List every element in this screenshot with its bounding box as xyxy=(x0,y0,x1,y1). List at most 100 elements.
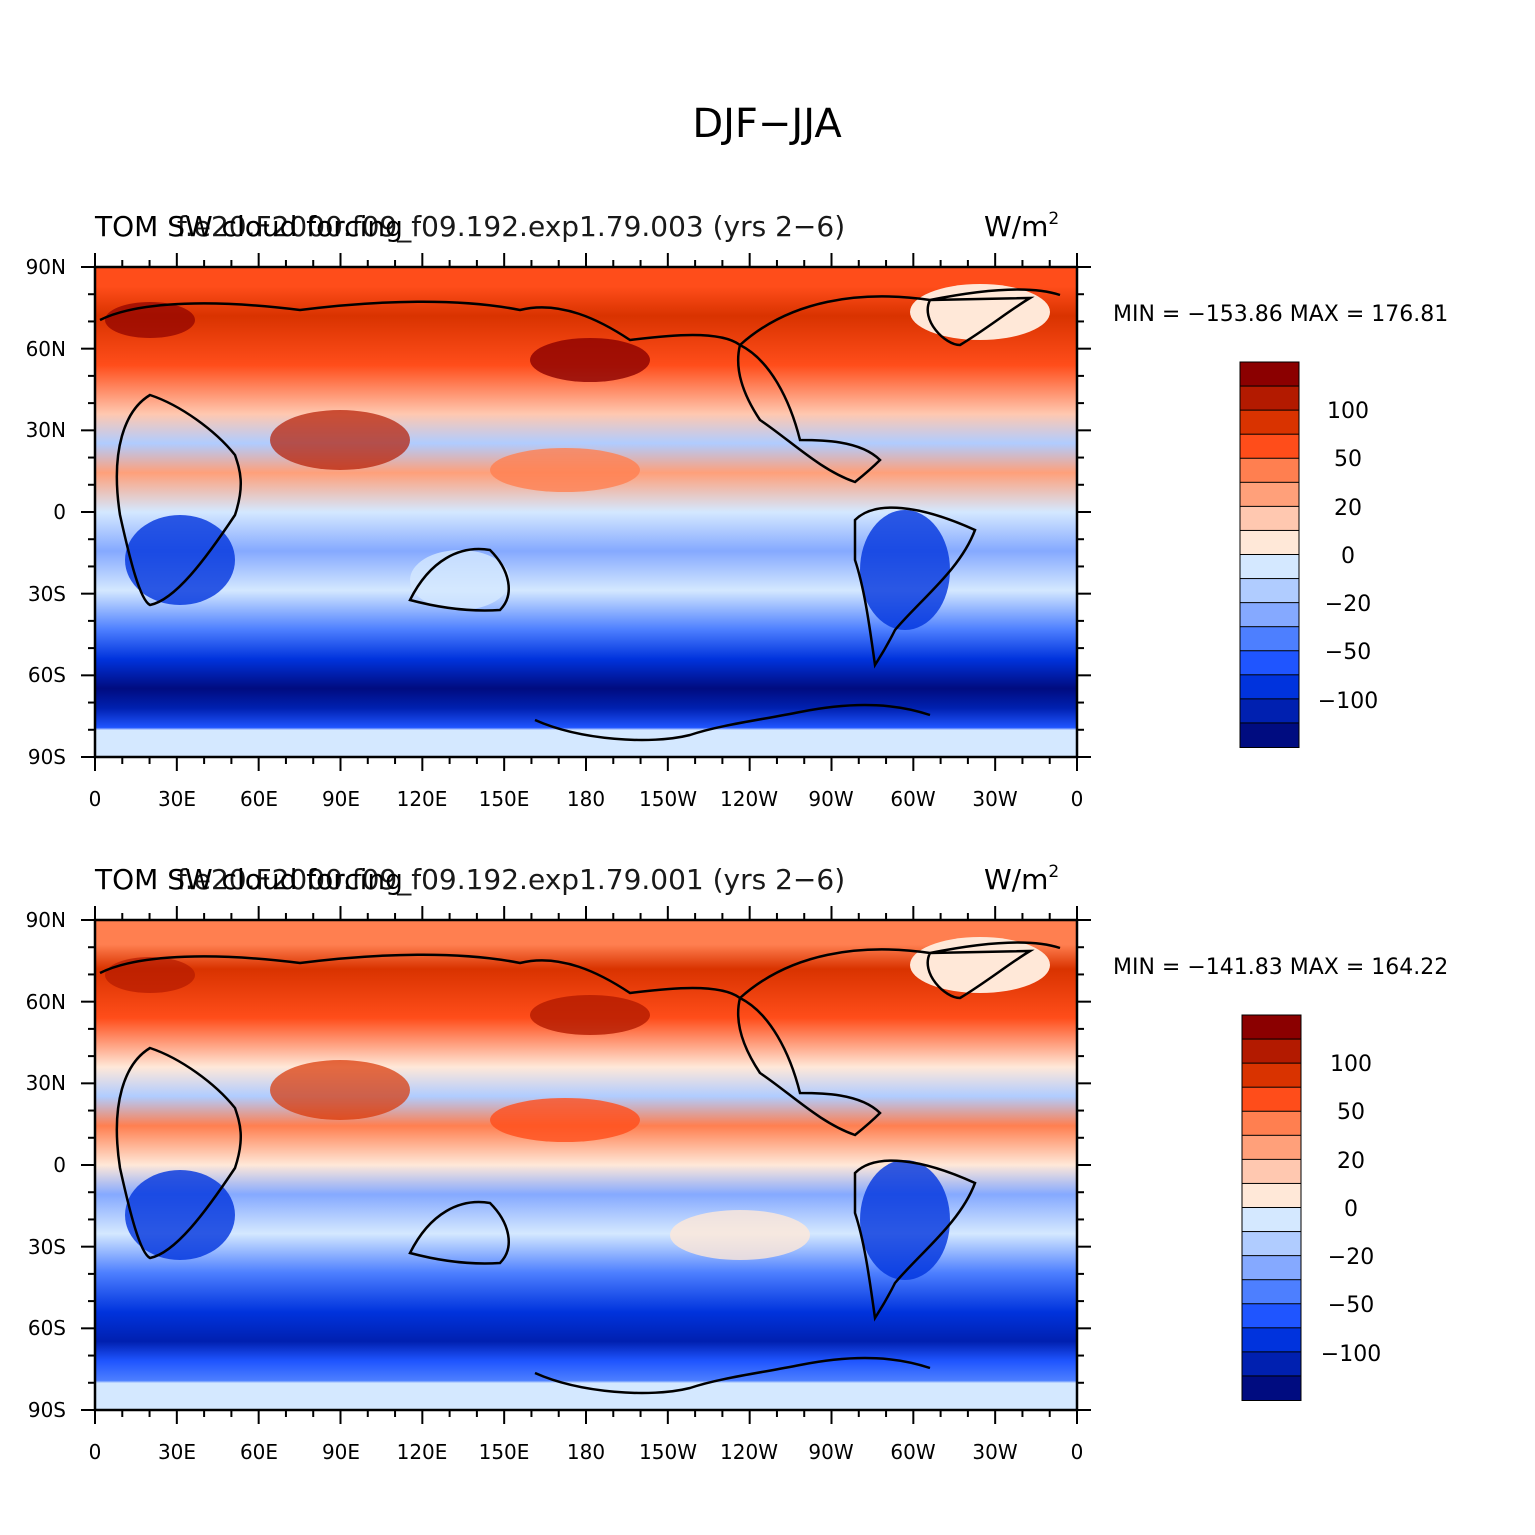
lon-label: 30E xyxy=(158,1440,196,1464)
colorbar-swatch xyxy=(1241,1182,1302,1209)
panel-1-lat-labels: 90N 60N 30N 0 30S 60S 90S xyxy=(26,255,66,769)
panel-2-left-title: TOM SW cloud forcing xyxy=(94,863,403,896)
lat-label: 60S xyxy=(28,663,66,687)
panel-2-feature xyxy=(490,1098,640,1142)
colorbar-swatch xyxy=(1241,1062,1302,1089)
colorbar-swatch xyxy=(1239,578,1300,604)
panel-1-feature xyxy=(125,515,235,605)
panel-1-colorbar xyxy=(1239,361,1300,748)
colorbar-swatch xyxy=(1239,409,1300,436)
panel-1: TOM SW cloud forcing f.e20.F2000.f09_f09… xyxy=(26,209,1449,811)
panel-2-feature xyxy=(270,1060,410,1120)
lat-label: 30S xyxy=(28,1235,66,1259)
colorbar-swatch xyxy=(1239,674,1300,700)
colorbar-label: −20 xyxy=(1325,592,1371,617)
lat-label: 30S xyxy=(28,582,66,606)
lon-label: 150E xyxy=(479,1440,530,1464)
colorbar-swatch xyxy=(1241,1303,1302,1329)
lon-label: 120E xyxy=(397,1440,448,1464)
panel-2-minmax: MIN = −141.83 MAX = 164.22 xyxy=(1113,955,1448,980)
colorbar-swatch xyxy=(1241,1110,1302,1137)
lat-label: 0 xyxy=(53,1153,66,1177)
colorbar-label: 100 xyxy=(1330,1052,1372,1077)
colorbar-swatch xyxy=(1239,722,1300,748)
panel-2-units-sup: 2 xyxy=(1048,862,1059,882)
colorbar-swatch xyxy=(1241,1086,1302,1113)
panel-1-feature xyxy=(530,338,650,382)
panel-2-feature xyxy=(125,1170,235,1260)
panel-2-coastline xyxy=(99,941,1061,1395)
colorbar-label: −50 xyxy=(1325,640,1371,665)
panel-2-center-title: f.e20.F2000.f09_f09.192.exp1.79.001 (yrs… xyxy=(177,863,845,896)
panel-2: TOM SW cloud forcing f.e20.F2000.f09_f09… xyxy=(26,862,1449,1464)
colorbar-swatch xyxy=(1241,1158,1302,1185)
panel-1-center-title: f.e20.F2000.f09_f09.192.exp1.79.003 (yrs… xyxy=(177,210,845,243)
panel-1-map xyxy=(95,267,1077,757)
panel-2-feature xyxy=(860,1160,950,1280)
lon-label: 120W xyxy=(720,787,778,811)
panel-1-colorbar-labels: 100 50 20 0 −20 −50 −100 xyxy=(1318,399,1378,714)
panel-2-feature xyxy=(530,995,650,1035)
lon-label: 30W xyxy=(972,1440,1017,1464)
panel-2-colorbar xyxy=(1241,1014,1302,1401)
panel-1-axis-ticks xyxy=(81,253,1091,771)
panel-1-coastline xyxy=(99,288,1061,742)
lon-label: 120W xyxy=(720,1440,778,1464)
colorbar-label: 0 xyxy=(1344,1197,1358,1222)
lat-label: 30N xyxy=(26,1071,66,1095)
lon-label: 0 xyxy=(1071,1440,1084,1464)
panel-2-units: W/m2 xyxy=(984,862,1059,896)
colorbar-swatch xyxy=(1239,505,1300,532)
panel-2-lon-labels: 0 30E 60E 90E 120E 150E 180 150W 120W 90… xyxy=(89,1440,1084,1464)
lon-label: 60E xyxy=(240,787,278,811)
lat-label: 0 xyxy=(53,500,66,524)
colorbar-swatch xyxy=(1239,698,1300,724)
panel-2-map xyxy=(95,920,1077,1410)
figure-title: DJF−JJA xyxy=(692,101,842,147)
colorbar-swatch xyxy=(1241,1038,1302,1065)
panel-2-lat-labels: 90N 60N 30N 0 30S 60S 90S xyxy=(26,908,66,1422)
lon-label: 60W xyxy=(890,1440,935,1464)
colorbar-label: 50 xyxy=(1334,447,1362,472)
panel-2-units-base: W/m xyxy=(984,863,1048,896)
panel-1-feature xyxy=(490,448,640,492)
lon-label: 90W xyxy=(808,1440,853,1464)
panel-1-feature xyxy=(410,550,510,610)
lon-label: 30E xyxy=(158,787,196,811)
colorbar-swatch xyxy=(1241,1351,1302,1377)
lat-label: 90S xyxy=(28,745,66,769)
panel-2-colorbar-labels: 100 50 20 0 −20 −50 −100 xyxy=(1321,1052,1381,1367)
panel-1-units: W/m2 xyxy=(984,209,1059,243)
colorbar-swatch xyxy=(1239,457,1300,484)
colorbar-swatch xyxy=(1241,1207,1302,1233)
colorbar-label: −100 xyxy=(1321,1342,1381,1367)
colorbar-label: 0 xyxy=(1341,544,1355,569)
colorbar-label: 20 xyxy=(1337,1149,1365,1174)
colorbar-label: −20 xyxy=(1328,1245,1374,1270)
colorbar-swatch xyxy=(1239,361,1300,388)
lat-label: 60S xyxy=(28,1316,66,1340)
panel-2-axis-ticks xyxy=(81,906,1091,1424)
colorbar-label: 100 xyxy=(1327,399,1369,424)
colorbar-swatch xyxy=(1241,1279,1302,1305)
colorbar-swatch xyxy=(1241,1375,1302,1401)
colorbar-swatch xyxy=(1239,650,1300,676)
panel-1-feature xyxy=(270,410,410,470)
panel-2-feature xyxy=(670,1210,810,1260)
lat-label: 60N xyxy=(26,990,66,1014)
lon-label: 90E xyxy=(322,1440,360,1464)
panel-1-left-title: TOM SW cloud forcing xyxy=(94,210,403,243)
panel-1-units-sup: 2 xyxy=(1048,209,1059,229)
lon-label: 90W xyxy=(808,787,853,811)
lon-label: 150E xyxy=(479,787,530,811)
colorbar-swatch xyxy=(1239,602,1300,628)
colorbar-swatch xyxy=(1239,554,1300,580)
lon-label: 120E xyxy=(397,787,448,811)
lon-label: 60W xyxy=(890,787,935,811)
colorbar-swatch xyxy=(1241,1134,1302,1161)
lon-label: 0 xyxy=(1071,787,1084,811)
panel-1-feature xyxy=(860,510,950,630)
colorbar-swatch xyxy=(1241,1255,1302,1281)
lon-label: 30W xyxy=(972,787,1017,811)
